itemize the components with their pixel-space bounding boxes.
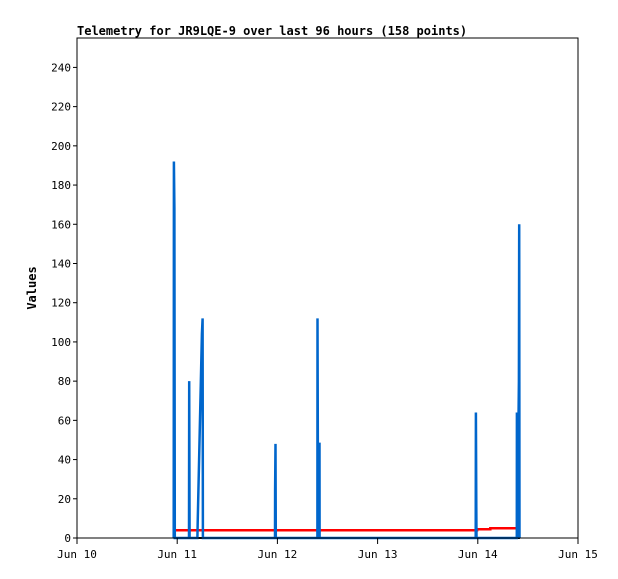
y-tick-label: 200 <box>51 140 71 153</box>
series-line-1 <box>173 526 519 535</box>
chart-title: Telemetry for JR9LQE-9 over last 96 hour… <box>77 24 467 38</box>
y-tick-label: 80 <box>58 375 71 388</box>
x-tick-label: Jun 15 <box>558 548 598 561</box>
y-tick-label: 20 <box>58 493 71 506</box>
x-tick-label: Jun 12 <box>258 548 298 561</box>
x-tick-label: Jun 14 <box>458 548 498 561</box>
y-tick-label: 40 <box>58 454 71 467</box>
y-tick-label: 220 <box>51 101 71 114</box>
y-tick-label: 160 <box>51 218 71 231</box>
y-tick-label: 240 <box>51 61 71 74</box>
y-tick-label: 0 <box>64 532 71 545</box>
y-tick-label: 180 <box>51 179 71 192</box>
x-tick-label: Jun 10 <box>57 548 97 561</box>
y-tick-label: 120 <box>51 297 71 310</box>
y-tick-label: 100 <box>51 336 71 349</box>
x-tick-label: Jun 13 <box>358 548 398 561</box>
plot-frame <box>76 37 579 539</box>
y-tick-label: 60 <box>58 414 71 427</box>
y-tick-label: 140 <box>51 257 71 270</box>
y-axis-label: Values <box>25 266 39 309</box>
series-line-2 <box>172 161 521 540</box>
x-tick-label: Jun 11 <box>157 548 197 561</box>
